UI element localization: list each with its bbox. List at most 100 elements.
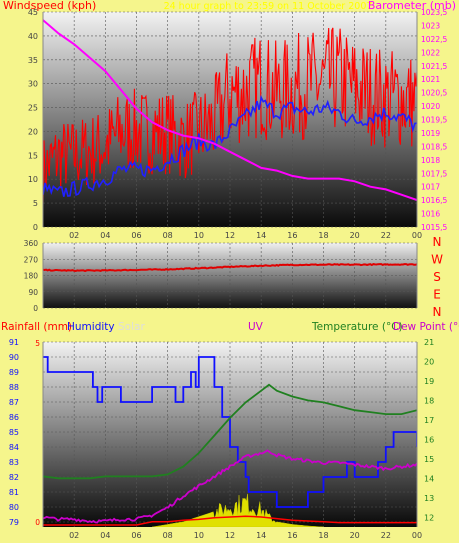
x-tick: 14	[256, 531, 266, 540]
gust-line	[43, 27, 417, 204]
humidity-tick: 79	[9, 518, 19, 527]
y-right-tick: 1017,5	[421, 169, 447, 178]
temperature-tick: 12	[424, 513, 434, 522]
temperature-tick: 16	[424, 435, 434, 444]
series-wind-direction	[43, 263, 417, 273]
rain-tick: 5	[35, 339, 40, 348]
temperature-tick-labels: 12 13 14 15 16 17 18 19 20 21	[424, 338, 434, 522]
chart-title: 24 hour graph to 23:59 on 11 October 200…	[164, 1, 373, 12]
x-tick: 04	[100, 231, 110, 240]
y-left-tick: 25	[28, 104, 38, 113]
x-tick: 00	[412, 531, 422, 540]
solar-label: Solar	[118, 321, 145, 333]
x-tick: 12	[225, 231, 235, 240]
humidity-tick: 85	[9, 428, 19, 437]
y-right-tick: 1021,5	[421, 62, 447, 71]
y-right-tick: 1016	[421, 210, 440, 219]
temperature-tick: 17	[424, 416, 434, 425]
rain-tick-labels: 05	[35, 339, 40, 527]
series-dewpoint	[43, 449, 417, 524]
x-tick: 00	[412, 231, 422, 240]
y-right-tick: 1015,5	[421, 223, 447, 232]
y-left-tick: 0	[33, 223, 38, 232]
y-left-tick: 40	[28, 32, 38, 41]
y-right-tick: 1019,5	[421, 116, 447, 125]
humidity-tick: 82	[9, 473, 19, 482]
y-right-axis-label: Barometer (mb)	[368, 0, 456, 12]
x-tick: 18	[318, 231, 328, 240]
x-tick: 10	[194, 531, 204, 540]
temperature-tick: 20	[424, 357, 434, 366]
compass-tick: N	[433, 235, 442, 249]
rainfall-label: Rainfall (mm)	[1, 321, 72, 333]
x-tick: 22	[381, 231, 391, 240]
humidity-label: Humidity	[67, 321, 115, 333]
y-right-tick: 1021	[421, 75, 440, 84]
x-tick: 06	[131, 531, 141, 540]
humidity-tick: 90	[9, 353, 19, 362]
x-tick-labels: 02 04 06 08 10 12 14 16 18 20 22 00	[69, 231, 422, 240]
y-left-tick: 10	[28, 175, 38, 184]
y-right-tick: 1020	[421, 102, 440, 111]
temperature-label: Temperature (°C)	[311, 321, 403, 333]
temperature-humidity-chart: Rainfall (mm) Humidity Solar UV Temperat…	[1, 321, 459, 540]
y-left-tick: 0	[33, 304, 38, 313]
x-tick: 14	[256, 231, 266, 240]
y-left-tick: 15	[28, 151, 38, 160]
y-left-tick: 90	[28, 288, 38, 297]
solar-area	[152, 493, 324, 527]
temperature-tick: 19	[424, 377, 434, 386]
dewpoint-label: Dew Point (°C)	[393, 321, 459, 333]
y-right-tick: 1016,5	[421, 196, 447, 205]
x-tick: 02	[69, 531, 79, 540]
humidity-tick: 81	[9, 488, 19, 497]
y-left-tick: 180	[24, 272, 39, 281]
x-tick: 20	[350, 531, 360, 540]
x-tick: 04	[100, 531, 110, 540]
humidity-tick: 89	[9, 368, 19, 377]
humidity-tick: 86	[9, 413, 19, 422]
humidity-tick: 80	[9, 503, 19, 512]
temperature-tick: 18	[424, 396, 434, 405]
y-left-tick: 20	[28, 127, 38, 136]
humidity-tick-labels: 79 80 81 82 83 84 85 86 87 88 89 90 91	[9, 338, 19, 527]
uv-label: UV	[248, 321, 264, 333]
y-right-tick: 1019	[421, 129, 440, 138]
y-right-tick: 1023,5	[421, 8, 447, 17]
series-temperature	[43, 383, 417, 480]
temperature-tick: 15	[424, 455, 434, 464]
humidity-tick: 91	[9, 338, 19, 347]
series-gust	[43, 27, 417, 204]
series-solar	[152, 493, 324, 527]
x-tick: 20	[350, 231, 360, 240]
y-right-tick-labels: 1015,5 1016 1016,5 1017 1017,5 1018 1018,5 1019…	[421, 8, 447, 232]
x-tick: 16	[287, 531, 297, 540]
y-left-tick: 5	[33, 199, 38, 208]
y-left-tick: 45	[28, 8, 38, 17]
compass-tick: N	[433, 305, 442, 319]
y-left-tick-labels: 0 5 10 15 20 25 30 35 40 45	[28, 8, 38, 232]
compass-tick: S	[433, 270, 441, 284]
temperature-tick: 13	[424, 494, 434, 503]
humidity-tick: 88	[9, 383, 19, 392]
y-right-tick: 1020,5	[421, 89, 447, 98]
x-tick: 16	[287, 231, 297, 240]
y-left-axis-label: Windspeed (kph)	[3, 0, 96, 12]
x-tick: 08	[163, 531, 173, 540]
y-right-tick: 1022	[421, 48, 440, 57]
x-tick: 02	[69, 231, 79, 240]
x-tick: 18	[318, 531, 328, 540]
x-tick: 08	[163, 231, 173, 240]
y-right-tick: 1023	[421, 21, 440, 30]
y-right-tick: 1022,5	[421, 35, 447, 44]
humidity-tick: 83	[9, 458, 19, 467]
y-right-tick: 1018,5	[421, 142, 447, 151]
humidity-tick: 84	[9, 443, 19, 452]
y-left-tick: 270	[24, 255, 39, 264]
y-left-tick-labels: 0 90 180 270 360	[24, 239, 39, 313]
y-left-tick: 360	[24, 239, 39, 248]
x-tick: 12	[225, 531, 235, 540]
y-left-tick: 35	[28, 56, 38, 65]
